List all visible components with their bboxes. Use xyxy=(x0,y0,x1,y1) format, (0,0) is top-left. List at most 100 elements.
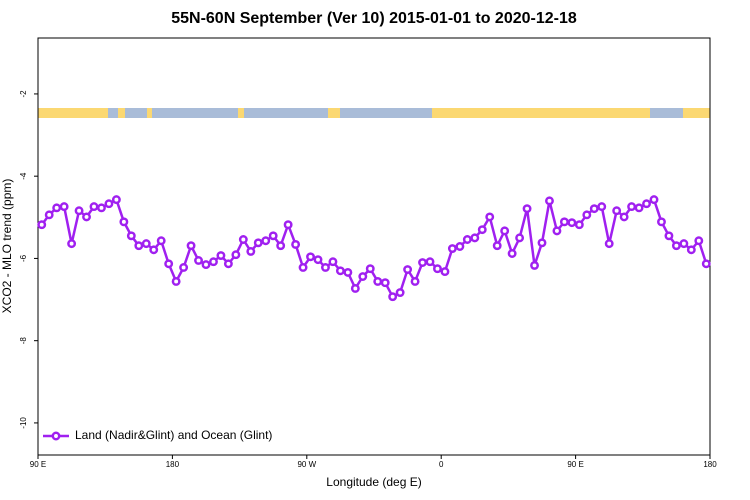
data-point xyxy=(395,288,405,298)
chart-title: 55N-60N September (Ver 10) 2015-01-01 to… xyxy=(171,10,577,27)
data-point xyxy=(425,257,435,267)
data-point xyxy=(552,226,562,236)
data-point xyxy=(179,263,189,272)
data-point xyxy=(238,235,248,244)
y-tick-label: -6 xyxy=(19,254,28,262)
data-point xyxy=(410,277,420,286)
data-point xyxy=(455,242,465,251)
data-point xyxy=(186,241,196,251)
data-point xyxy=(612,206,622,216)
data-point xyxy=(298,263,308,272)
data-point xyxy=(657,217,666,227)
data-point xyxy=(567,218,577,228)
data-point xyxy=(82,212,91,222)
data-point xyxy=(604,239,614,249)
data-point xyxy=(37,220,47,230)
data-point xyxy=(492,241,502,251)
data-point xyxy=(664,231,674,241)
data-point xyxy=(470,233,480,243)
y-tick-label: -10 xyxy=(19,417,28,429)
data-point xyxy=(261,236,271,246)
data-point xyxy=(500,226,510,236)
y-tick-label: -2 xyxy=(19,90,28,98)
data-point xyxy=(485,212,495,222)
data-point xyxy=(276,241,286,251)
data-point xyxy=(365,264,375,274)
data-point xyxy=(522,204,532,214)
data-point xyxy=(582,210,592,220)
x-tick-label: 180 xyxy=(166,460,180,469)
data-point xyxy=(545,196,554,206)
data-point xyxy=(119,217,129,227)
data-point xyxy=(59,202,69,212)
data-point xyxy=(671,241,681,251)
data-point xyxy=(201,260,211,270)
data-point xyxy=(477,225,487,235)
data-point xyxy=(559,217,569,227)
land-ocean-strip xyxy=(38,108,710,118)
data-point xyxy=(574,220,584,230)
data-point xyxy=(111,195,121,205)
data-point xyxy=(642,199,651,209)
data-point xyxy=(306,252,315,262)
data-point xyxy=(462,235,472,244)
data-point xyxy=(328,257,338,267)
data-point xyxy=(537,238,547,248)
data-point xyxy=(313,255,323,265)
data-point xyxy=(141,239,151,249)
x-tick-label: 90 E xyxy=(567,460,583,469)
data-point xyxy=(649,195,659,205)
data-point xyxy=(447,244,457,254)
data-point xyxy=(358,272,368,281)
data-point xyxy=(164,259,174,269)
data-point xyxy=(343,267,353,277)
data-point xyxy=(283,220,293,230)
data-point xyxy=(373,277,383,286)
y-axis-label: XCO2 - MLO trend (ppm) xyxy=(0,179,14,314)
data-point xyxy=(679,239,689,249)
data-point xyxy=(268,231,278,241)
data-point xyxy=(126,231,136,241)
data-point xyxy=(223,259,233,269)
data-point xyxy=(149,245,159,255)
data-point xyxy=(52,203,62,213)
data-point xyxy=(156,236,166,246)
data-point xyxy=(530,260,539,270)
data-point xyxy=(194,256,203,265)
data-point xyxy=(440,267,450,277)
x-tick-label: 0 xyxy=(439,460,444,469)
data-point xyxy=(619,212,629,222)
data-point xyxy=(701,259,711,269)
data-point xyxy=(433,264,442,274)
data-point xyxy=(253,238,263,248)
x-tick-label: 180 xyxy=(703,460,717,469)
data-point xyxy=(634,203,644,213)
data-point xyxy=(507,249,517,258)
data-point xyxy=(686,245,696,255)
data-point xyxy=(321,263,330,272)
data-point xyxy=(209,257,218,267)
y-tick-label: -8 xyxy=(19,337,28,345)
x-tick-label: 90 W xyxy=(297,460,316,469)
y-tick-label: -4 xyxy=(19,172,28,180)
legend-label: Land (Nadir&Glint) and Ocean (Glint) xyxy=(75,428,272,442)
plot-frame xyxy=(37,37,711,456)
data-point xyxy=(515,233,525,243)
data-point xyxy=(134,241,144,251)
data-point xyxy=(597,202,607,212)
data-point xyxy=(403,265,413,274)
data-point xyxy=(589,204,599,214)
legend-marker xyxy=(51,431,61,441)
data-point xyxy=(694,236,704,246)
data-point xyxy=(350,283,360,293)
data-point xyxy=(89,202,99,212)
x-tick-label: 90 E xyxy=(30,460,46,469)
data-point xyxy=(67,239,77,249)
data-point xyxy=(335,266,345,276)
data-point xyxy=(231,250,241,260)
data-point xyxy=(380,278,390,288)
data-point xyxy=(627,202,637,212)
data-point xyxy=(97,203,106,213)
